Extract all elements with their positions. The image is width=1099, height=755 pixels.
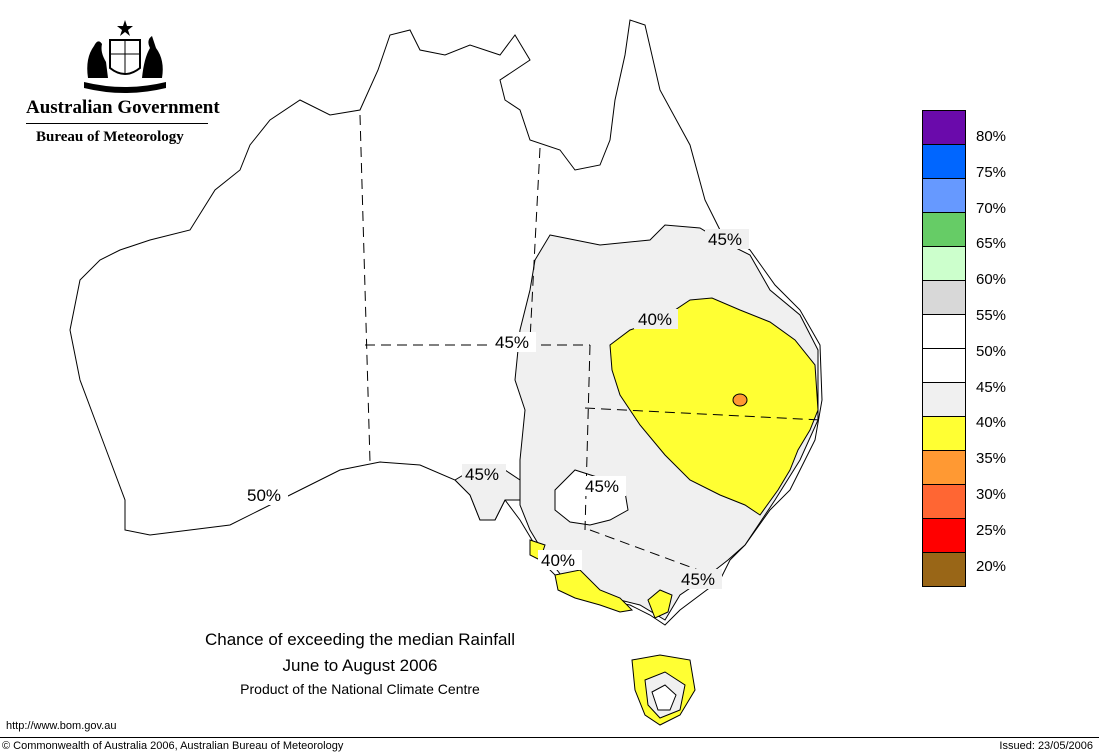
legend-label: 25%	[976, 521, 1007, 539]
legend-label: 20%	[976, 557, 1007, 575]
region-35-40-victoria	[554, 569, 634, 613]
map-title: Chance of exceeding the median Rainfall	[205, 630, 515, 649]
legend-swatch	[922, 178, 966, 213]
legend-swatch	[922, 144, 966, 179]
legend-swatch	[922, 416, 966, 451]
legend-swatch	[922, 484, 966, 519]
legend-swatch	[922, 110, 966, 145]
website-url: http://www.bom.gov.au	[6, 720, 117, 732]
legend-label: 50%	[976, 342, 1007, 360]
legend-label: 30%	[976, 486, 1007, 503]
header-divider	[26, 123, 208, 124]
legend-swatch	[922, 382, 966, 417]
legend-label: 45%	[976, 378, 1007, 396]
copyright-text: © Commonwealth of Australia 2006, Austra…	[2, 740, 344, 752]
legend-swatch	[922, 280, 966, 315]
tasmania-white	[651, 684, 677, 711]
legend-swatch	[922, 552, 966, 587]
contour-label-3: 45%	[495, 333, 529, 352]
issued-date: Issued: 23/05/2006	[999, 740, 1093, 752]
coat-of-arms-icon	[84, 20, 166, 93]
legend-swatch	[922, 518, 966, 553]
contour-labels: 45% 40% 45% 45% 45% 50% 40% 45%	[244, 229, 749, 589]
contour-label-6: 50%	[247, 486, 281, 505]
legend-label: 55%	[976, 307, 1007, 324]
legend-label: 75%	[976, 163, 1007, 181]
contour-label-5: 45%	[585, 477, 619, 496]
legend-swatch	[922, 348, 966, 383]
bureau-name: Bureau of Meteorology	[36, 129, 184, 145]
contour-label-2: 40%	[638, 310, 672, 329]
legend-label: 70%	[976, 199, 1007, 217]
legend-swatch	[922, 212, 966, 247]
contour-label-4: 45%	[465, 465, 499, 484]
legend-label: 80%	[976, 128, 1007, 145]
map-title-block: Chance of exceeding the median Rainfall …	[140, 627, 580, 699]
region-35-40-nsw	[609, 297, 819, 516]
contour-label-7: 40%	[541, 551, 575, 570]
map-period: June to August 2006	[282, 656, 438, 675]
footer-divider	[0, 737, 1099, 738]
legend-label: 40%	[976, 414, 1007, 432]
government-name: Australian Government	[26, 97, 220, 118]
legend	[922, 110, 966, 587]
contour-label-8: 45%	[681, 570, 715, 589]
region-30-35-pocket	[732, 393, 748, 407]
legend-label: 65%	[976, 235, 1007, 253]
legend-label: 35%	[976, 450, 1007, 468]
contour-label-1: 45%	[708, 230, 742, 249]
legend-label: 60%	[976, 271, 1007, 289]
region-35-40-port-phillip	[647, 589, 673, 619]
legend-swatch	[922, 450, 966, 485]
map-product-note: Product of the National Climate Centre	[240, 681, 480, 697]
legend-swatch	[922, 314, 966, 349]
legend-swatch	[922, 246, 966, 281]
